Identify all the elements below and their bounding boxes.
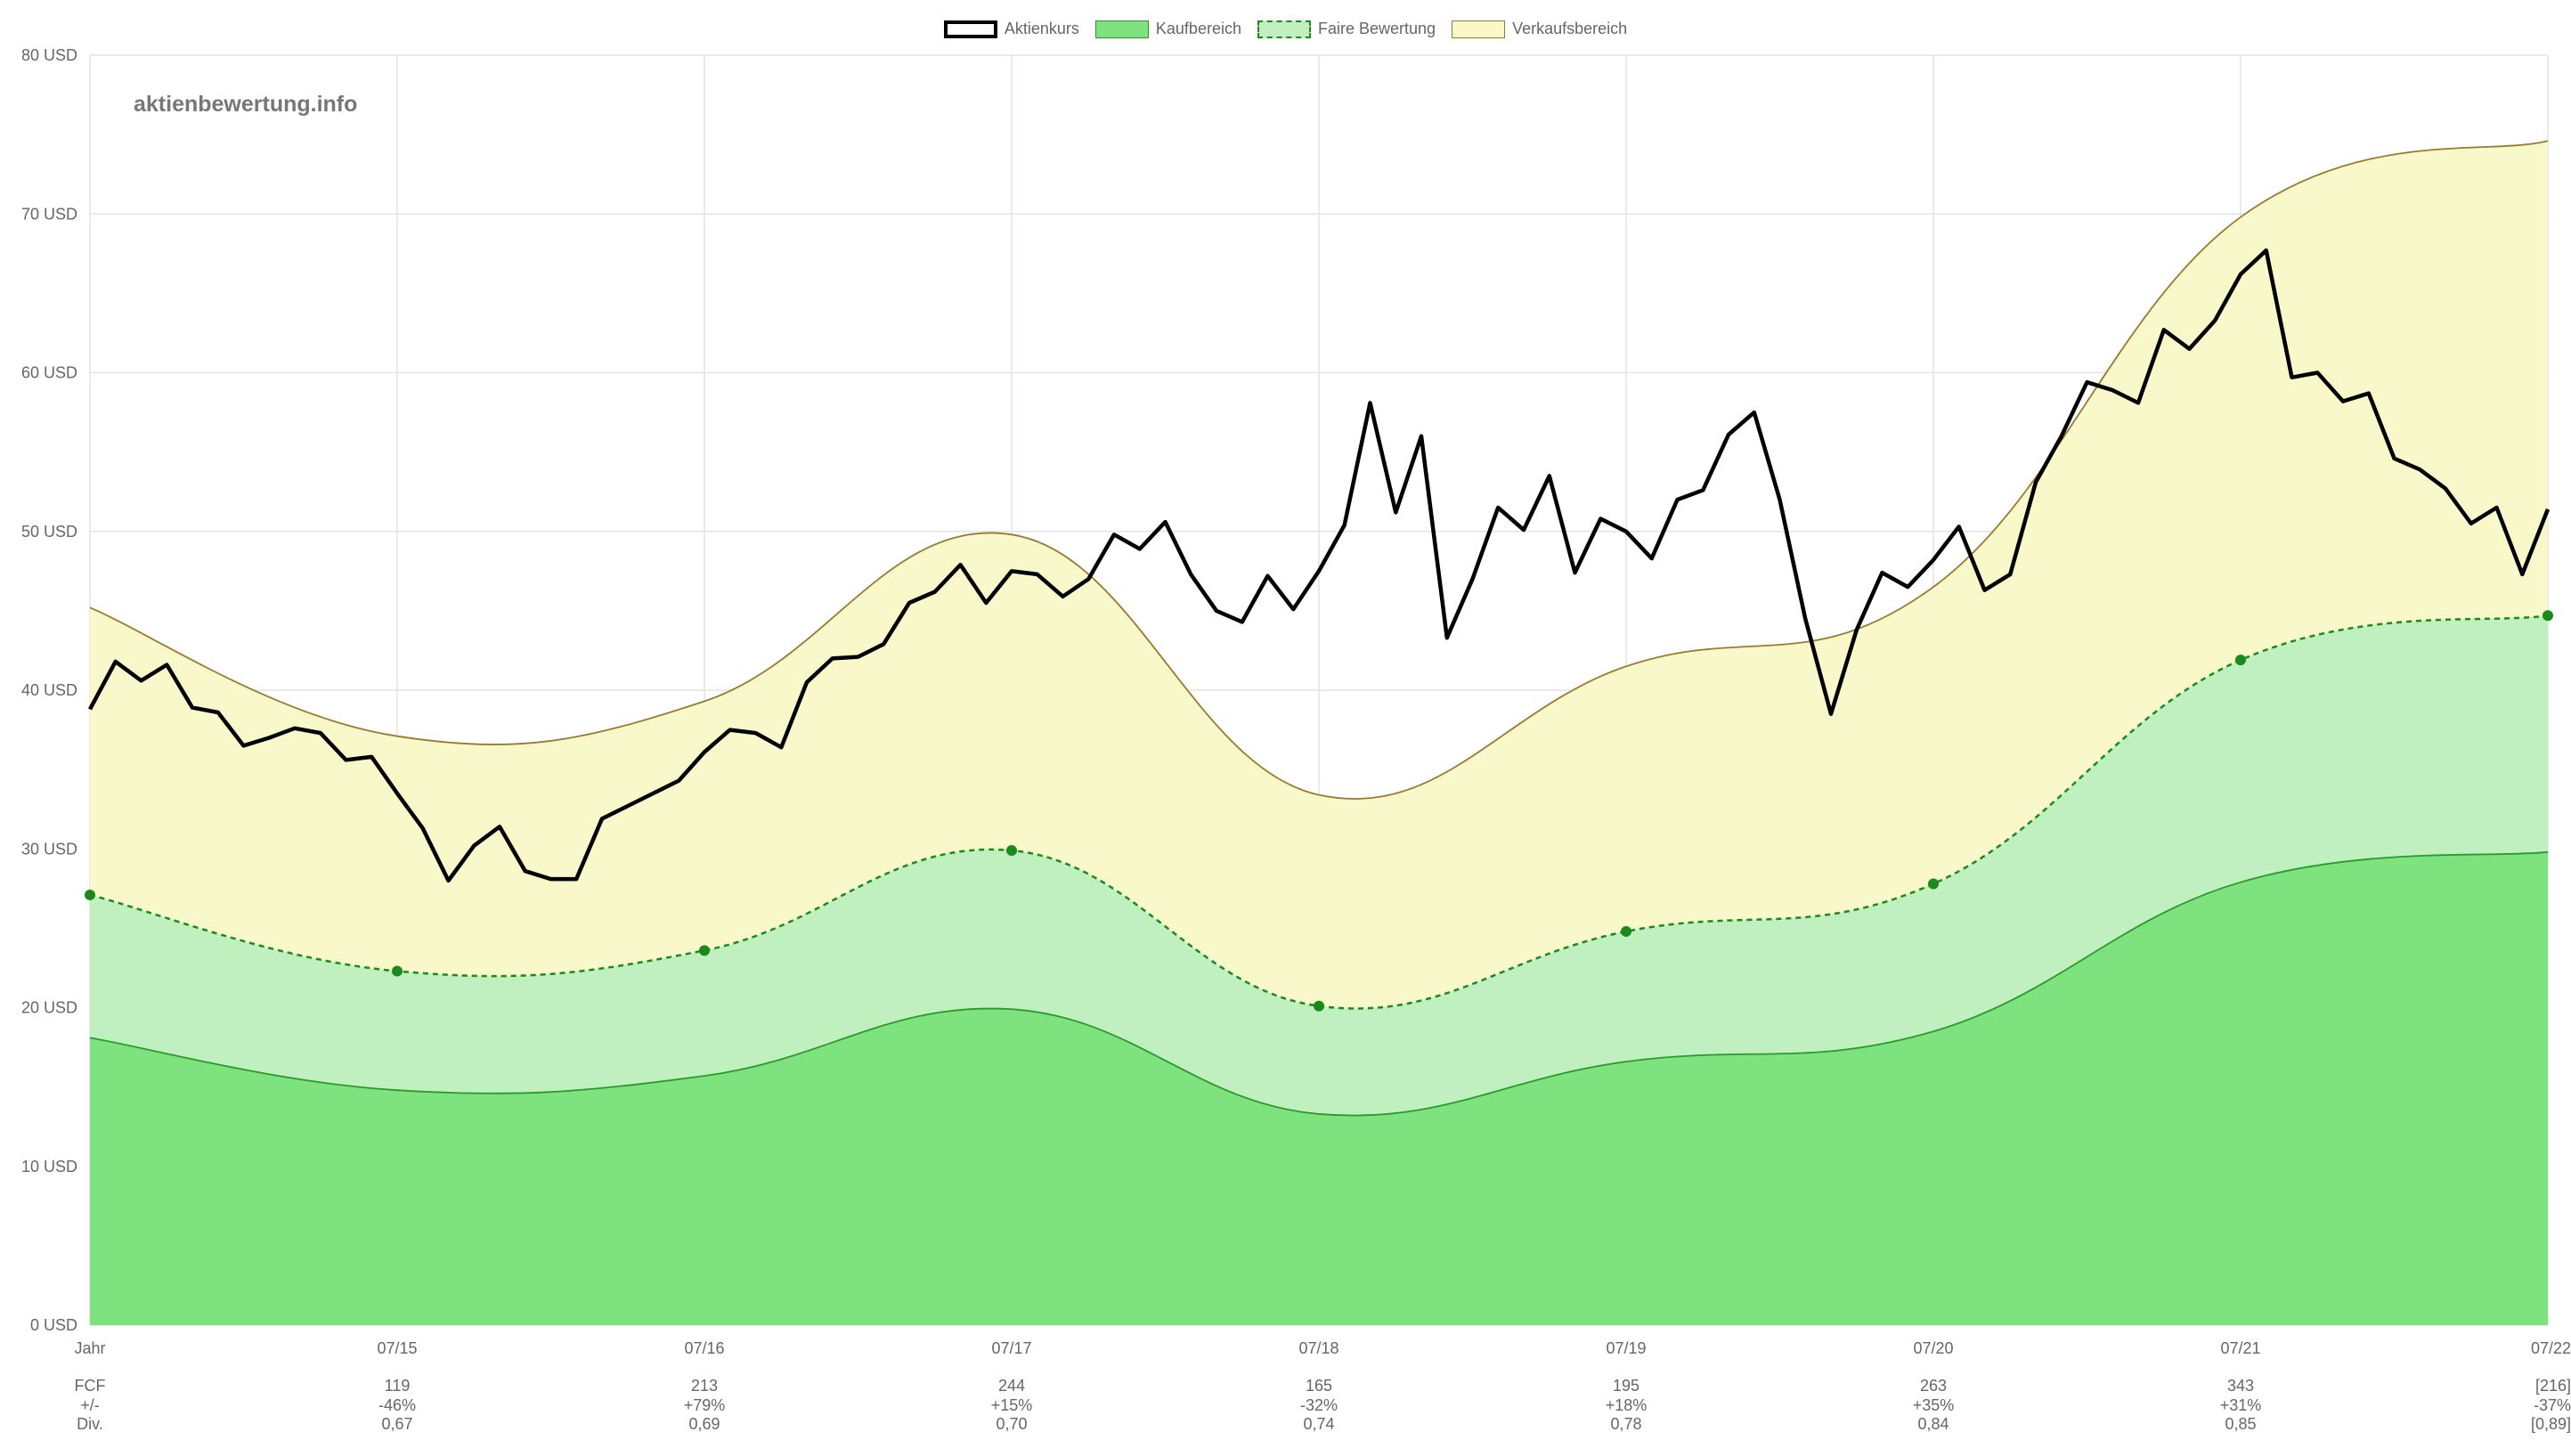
price-line	[88, 248, 2551, 883]
legend-label-buy: Kaufbereich	[1155, 20, 1241, 37]
table-fcf-value: 244	[998, 1377, 1025, 1395]
legend-label-price: Aktienkurs	[1004, 20, 1079, 37]
table-fcf-value: 263	[1920, 1377, 1947, 1395]
fair-value-point	[392, 965, 403, 977]
table-change-value: +79%	[684, 1396, 726, 1414]
y-tick-label: 20 USD	[21, 999, 77, 1017]
legend-swatch-price	[943, 20, 997, 38]
y-tick-label: 70 USD	[21, 205, 77, 223]
table-dividend-value: 0,78	[1610, 1415, 1641, 1433]
y-tick-label: 80 USD	[21, 46, 77, 64]
y-tick-label: 60 USD	[21, 364, 77, 382]
table-dividend-value: 0,74	[1303, 1415, 1334, 1433]
legend-item-fair[interactable]: Faire Bewertung	[1257, 20, 1436, 38]
fair-value-point	[1621, 925, 1631, 937]
fair-value-point	[1928, 878, 1939, 890]
table-row-label: +/-	[80, 1396, 100, 1414]
y-tick-label: 0 USD	[30, 1316, 77, 1334]
legend-swatch-buy	[1094, 20, 1149, 38]
fair-value-point	[1314, 1000, 1324, 1012]
buy-zone-line	[89, 850, 2549, 1117]
table-dividend-value: 0,70	[996, 1415, 1027, 1433]
table-change-value: -46%	[378, 1396, 416, 1414]
watermark: aktienbewertung.info	[134, 92, 358, 117]
legend-label-sell: Verkaufsbereich	[1512, 20, 1628, 37]
table-row-label: Div.	[77, 1415, 103, 1433]
table-fcf-value: [216]	[2535, 1377, 2571, 1395]
y-tick-label: 30 USD	[21, 840, 77, 858]
x-tick-label: 07/20	[1913, 1339, 1953, 1357]
fair-value-point	[1006, 845, 1017, 857]
y-tick-label: 40 USD	[21, 681, 77, 699]
legend-swatch-sell	[1452, 20, 1506, 38]
table-change-value: +31%	[2220, 1396, 2262, 1414]
table-dividend-value: [0,89]	[2531, 1415, 2571, 1433]
table-change-value: +15%	[991, 1396, 1033, 1414]
table-change-value: -37%	[2534, 1396, 2571, 1414]
table-fcf-value: 343	[2227, 1377, 2254, 1395]
fair-value-point	[2543, 610, 2553, 622]
fair-value-point	[2235, 655, 2246, 666]
legend-item-sell[interactable]: Verkaufsbereich	[1452, 20, 1627, 38]
y-tick-label: 10 USD	[21, 1158, 77, 1175]
x-tick-label: 07/15	[377, 1339, 417, 1357]
buy-zone-area	[90, 851, 2548, 1325]
y-tick-label: 50 USD	[21, 523, 77, 541]
table-change-value: +35%	[1913, 1396, 1955, 1414]
table-dividend-value: 0,67	[381, 1415, 412, 1433]
chart-legend: Aktienkurs Kaufbereich Faire Bewertung V…	[0, 20, 2571, 38]
legend-swatch-fair	[1257, 20, 1311, 38]
table-fcf-value: 213	[691, 1377, 718, 1395]
x-start-label: Jahr	[74, 1339, 105, 1357]
table-change-value: -32%	[1300, 1396, 1338, 1414]
x-tick-label: 07/22	[2531, 1339, 2571, 1357]
x-tick-label: 07/18	[1298, 1339, 1338, 1357]
legend-item-buy[interactable]: Kaufbereich	[1094, 20, 1241, 38]
x-tick-label: 07/16	[684, 1339, 724, 1357]
sell-zone-line	[89, 140, 2549, 800]
x-tick-label: 07/19	[1606, 1339, 1646, 1357]
table-row-label: FCF	[75, 1377, 106, 1395]
fair-value-point	[699, 945, 710, 956]
x-tick-label: 07/17	[991, 1339, 1031, 1357]
legend-item-price[interactable]: Aktienkurs	[943, 20, 1079, 38]
table-fcf-value: 195	[1613, 1377, 1639, 1395]
x-tick-label: 07/21	[2220, 1339, 2260, 1357]
table-dividend-value: 0,85	[2225, 1415, 2256, 1433]
table-dividend-value: 0,84	[1917, 1415, 1949, 1433]
table-fcf-value: 119	[385, 1377, 411, 1395]
table-dividend-value: 0,69	[688, 1415, 720, 1433]
table-fcf-value: 165	[1306, 1377, 1332, 1395]
table-change-value: +18%	[1606, 1396, 1648, 1414]
legend-label-fair: Faire Bewertung	[1317, 20, 1436, 37]
fair-value-point	[85, 889, 95, 900]
